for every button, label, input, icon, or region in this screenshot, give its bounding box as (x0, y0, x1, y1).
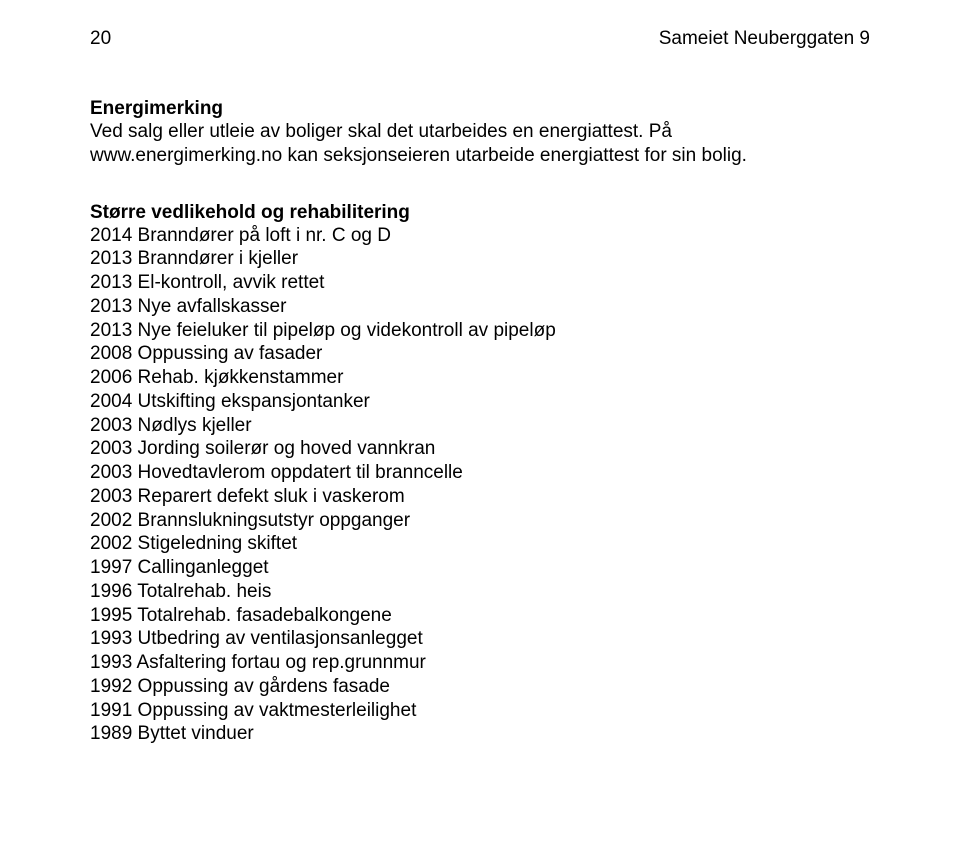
page-number: 20 (90, 28, 111, 50)
paragraph-line: Ved salg eller utleie av boliger skal de… (90, 120, 870, 144)
page-header: 20 Sameiet Neuberggaten 9 (90, 28, 870, 50)
document-title: Sameiet Neuberggaten 9 (659, 28, 870, 50)
section-heading-energimerking: Energimerking (90, 98, 870, 120)
list-item: 2008 Oppussing av fasader (90, 342, 870, 366)
document-page: 20 Sameiet Neuberggaten 9 Energimerking … (0, 0, 960, 867)
list-item: 1995 Totalrehab. fasadebalkongene (90, 604, 870, 628)
list-item: 1992 Oppussing av gårdens fasade (90, 675, 870, 699)
list-item: 2013 Branndører i kjeller (90, 247, 870, 271)
paragraph-line: www.energimerking.no kan seksjonseieren … (90, 144, 870, 168)
list-item: 2002 Brannslukningsutstyr oppganger (90, 509, 870, 533)
list-item: 2003 Hovedtavlerom oppdatert til brannce… (90, 461, 870, 485)
list-item: 2013 Nye feieluker til pipeløp og videko… (90, 319, 870, 343)
list-item: 2003 Reparert defekt sluk i vaskerom (90, 485, 870, 509)
list-item: 1989 Byttet vinduer (90, 722, 870, 746)
spacer (90, 168, 870, 192)
list-item: 2006 Rehab. kjøkkenstammer (90, 366, 870, 390)
list-item: 2013 Nye avfallskasser (90, 295, 870, 319)
list-item: 2014 Branndører på loft i nr. C og D (90, 224, 870, 248)
list-item: 2003 Nødlys kjeller (90, 414, 870, 438)
list-item: 2003 Jording soilerør og hoved vannkran (90, 437, 870, 461)
list-item: 1996 Totalrehab. heis (90, 580, 870, 604)
list-item: 2002 Stigeledning skiftet (90, 532, 870, 556)
list-item: 1991 Oppussing av vaktmesterleilighet (90, 699, 870, 723)
section-heading-vedlikehold: Større vedlikehold og rehabilitering (90, 202, 870, 224)
list-item: 2013 El-kontroll, avvik rettet (90, 271, 870, 295)
list-item: 1993 Utbedring av ventilasjonsanlegget (90, 627, 870, 651)
list-item: 1997 Callinganlegget (90, 556, 870, 580)
list-item: 1993 Asfaltering fortau og rep.grunnmur (90, 651, 870, 675)
list-item: 2004 Utskifting ekspansjontanker (90, 390, 870, 414)
